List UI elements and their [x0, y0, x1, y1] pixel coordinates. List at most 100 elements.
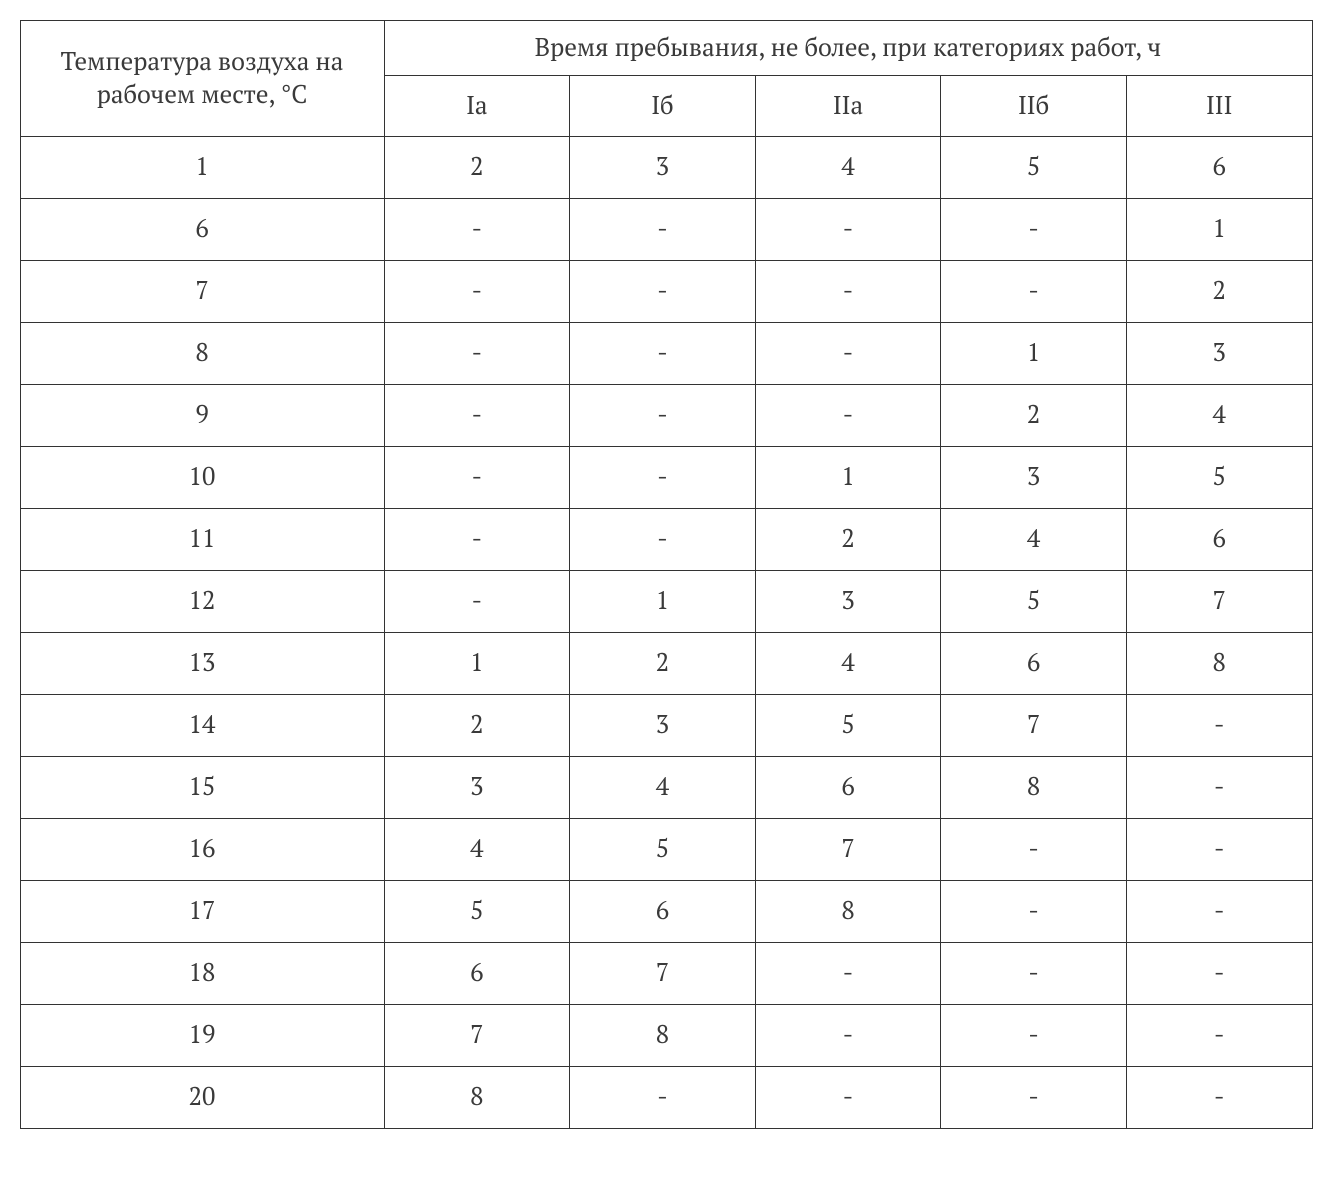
cell-temperature: 15 [20, 756, 384, 818]
cell-value: 6 [384, 942, 570, 1004]
table-body: 1234566----17----28---139---2410--13511-… [20, 136, 1312, 1128]
cell-value: 3 [384, 756, 570, 818]
cell-value: 5 [941, 570, 1127, 632]
cell-temperature: 14 [20, 694, 384, 756]
cell-value: 8 [755, 880, 941, 942]
cell-value: - [755, 1004, 941, 1066]
cell-value: 7 [570, 942, 756, 1004]
cell-value: 5 [1126, 446, 1312, 508]
cell-temperature: 20 [20, 1066, 384, 1128]
cell-value: 8 [1126, 632, 1312, 694]
cell-temperature: 13 [20, 632, 384, 694]
table-row: 9---24 [20, 384, 1312, 446]
cell-value: 1 [570, 570, 756, 632]
table-row: 123456 [20, 136, 1312, 198]
table-row: 10--135 [20, 446, 1312, 508]
cell-value: - [384, 198, 570, 260]
cell-value: 1 [384, 632, 570, 694]
cell-temperature: 16 [20, 818, 384, 880]
cell-value: - [941, 818, 1127, 880]
cell-value: - [755, 1066, 941, 1128]
cell-value: 6 [570, 880, 756, 942]
cell-value: - [941, 1004, 1127, 1066]
cell-value: - [1126, 942, 1312, 1004]
cell-value: - [384, 446, 570, 508]
cell-value: - [941, 260, 1127, 322]
cell-value: 8 [384, 1066, 570, 1128]
cell-value: 2 [1126, 260, 1312, 322]
cell-value: 4 [755, 632, 941, 694]
cell-value: 7 [755, 818, 941, 880]
cell-value: 7 [384, 1004, 570, 1066]
header-temperature: Температура воздуха на рабочем месте, °C [20, 21, 384, 137]
cell-value: 6 [755, 756, 941, 818]
table-row: 11--246 [20, 508, 1312, 570]
cell-value: - [570, 198, 756, 260]
cell-value: 4 [384, 818, 570, 880]
cell-value: 5 [384, 880, 570, 942]
header-cat-iia: IIа [755, 75, 941, 136]
cell-temperature: 12 [20, 570, 384, 632]
cell-temperature: 1 [20, 136, 384, 198]
cell-value: 4 [570, 756, 756, 818]
cell-value: - [570, 384, 756, 446]
header-group: Время пребывания, не более, при категори… [384, 21, 1312, 76]
table-row: 1312468 [20, 632, 1312, 694]
table-row: 17568-- [20, 880, 1312, 942]
cell-value: 6 [941, 632, 1127, 694]
cell-value: 5 [570, 818, 756, 880]
cell-value: - [755, 198, 941, 260]
cell-value: - [1126, 756, 1312, 818]
cell-value: 3 [1126, 322, 1312, 384]
cell-value: 2 [941, 384, 1127, 446]
cell-value: - [1126, 818, 1312, 880]
cell-value: - [941, 1066, 1127, 1128]
cell-temperature: 7 [20, 260, 384, 322]
table-header: Температура воздуха на рабочем месте, °C… [20, 21, 1312, 137]
cell-value: - [941, 880, 1127, 942]
cell-value: - [755, 942, 941, 1004]
cell-temperature: 19 [20, 1004, 384, 1066]
header-cat-iii: III [1126, 75, 1312, 136]
cell-value: - [570, 260, 756, 322]
cell-value: - [384, 384, 570, 446]
cell-value: 2 [384, 136, 570, 198]
cell-temperature: 6 [20, 198, 384, 260]
table-row: 1867--- [20, 942, 1312, 1004]
cell-value: 5 [941, 136, 1127, 198]
cell-value: - [1126, 1004, 1312, 1066]
table-row: 1978--- [20, 1004, 1312, 1066]
header-cat-iib: IIб [941, 75, 1127, 136]
table-row: 16457-- [20, 818, 1312, 880]
cell-value: - [1126, 694, 1312, 756]
cell-value: - [755, 322, 941, 384]
table-row: 8---13 [20, 322, 1312, 384]
cell-value: - [570, 508, 756, 570]
cell-value: 2 [570, 632, 756, 694]
cell-temperature: 17 [20, 880, 384, 942]
header-cat-ia: Iа [384, 75, 570, 136]
cell-value: 3 [570, 694, 756, 756]
table-row: 208---- [20, 1066, 1312, 1128]
table-row: 153468- [20, 756, 1312, 818]
cell-value: 5 [755, 694, 941, 756]
cell-value: - [384, 322, 570, 384]
cell-temperature: 11 [20, 508, 384, 570]
cell-value: 4 [941, 508, 1127, 570]
cell-value: 3 [755, 570, 941, 632]
cell-value: - [755, 260, 941, 322]
cell-value: 6 [1126, 508, 1312, 570]
cell-value: - [570, 446, 756, 508]
table-row: 12-1357 [20, 570, 1312, 632]
cell-value: 3 [941, 446, 1127, 508]
table-row: 142357- [20, 694, 1312, 756]
cell-value: - [384, 570, 570, 632]
cell-value: 2 [384, 694, 570, 756]
cell-value: - [1126, 880, 1312, 942]
cell-value: - [384, 260, 570, 322]
cell-value: 6 [1126, 136, 1312, 198]
cell-value: 8 [570, 1004, 756, 1066]
cell-value: 3 [570, 136, 756, 198]
cell-temperature: 18 [20, 942, 384, 1004]
exposure-time-table: Температура воздуха на рабочем месте, °C… [20, 20, 1313, 1129]
